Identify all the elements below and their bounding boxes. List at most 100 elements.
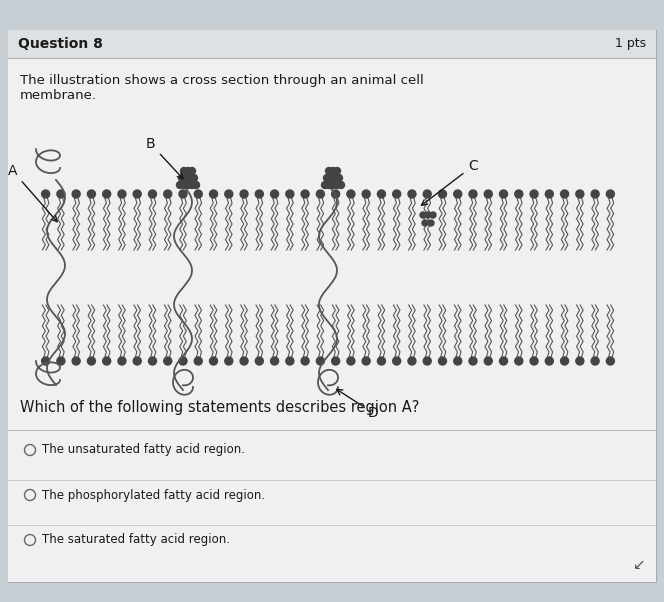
Circle shape <box>256 190 264 198</box>
Circle shape <box>301 357 309 365</box>
Circle shape <box>177 181 183 188</box>
Circle shape <box>347 357 355 365</box>
Circle shape <box>515 190 523 198</box>
FancyBboxPatch shape <box>8 30 656 58</box>
Circle shape <box>469 357 477 365</box>
Circle shape <box>515 357 523 365</box>
Circle shape <box>164 190 172 198</box>
Circle shape <box>454 190 461 198</box>
Circle shape <box>423 357 431 365</box>
Circle shape <box>499 190 507 198</box>
Circle shape <box>335 175 343 181</box>
Circle shape <box>270 357 279 365</box>
Circle shape <box>286 357 294 365</box>
Circle shape <box>195 190 203 198</box>
Circle shape <box>454 357 461 365</box>
Circle shape <box>133 357 141 365</box>
Circle shape <box>183 175 189 181</box>
Circle shape <box>72 357 80 365</box>
Circle shape <box>499 357 507 365</box>
Circle shape <box>347 190 355 198</box>
Circle shape <box>331 357 339 365</box>
Circle shape <box>606 357 614 365</box>
Circle shape <box>191 175 197 181</box>
Circle shape <box>316 357 325 365</box>
Circle shape <box>256 357 264 365</box>
Circle shape <box>327 175 335 181</box>
Text: B: B <box>146 137 183 179</box>
Circle shape <box>329 181 337 188</box>
Circle shape <box>484 190 492 198</box>
Circle shape <box>118 190 126 198</box>
Circle shape <box>149 357 157 365</box>
Circle shape <box>88 190 96 198</box>
Circle shape <box>425 212 431 218</box>
Circle shape <box>133 190 141 198</box>
Circle shape <box>181 181 187 188</box>
Circle shape <box>193 181 199 188</box>
Circle shape <box>362 190 370 198</box>
Circle shape <box>430 212 436 218</box>
Text: ↙: ↙ <box>633 557 646 572</box>
Circle shape <box>42 357 50 365</box>
Text: D: D <box>337 389 378 420</box>
Circle shape <box>181 167 187 175</box>
Circle shape <box>484 357 492 365</box>
Text: A: A <box>8 164 57 222</box>
Circle shape <box>337 181 345 188</box>
Circle shape <box>240 190 248 198</box>
Circle shape <box>606 190 614 198</box>
Circle shape <box>189 167 195 175</box>
Circle shape <box>164 357 172 365</box>
Circle shape <box>286 190 294 198</box>
Circle shape <box>185 167 191 175</box>
Circle shape <box>545 190 553 198</box>
Circle shape <box>325 167 333 175</box>
Circle shape <box>179 357 187 365</box>
Circle shape <box>422 220 428 226</box>
Circle shape <box>325 181 333 188</box>
Text: The phosphorylated fatty acid region.: The phosphorylated fatty acid region. <box>42 488 265 501</box>
Circle shape <box>42 190 50 198</box>
FancyBboxPatch shape <box>8 58 656 582</box>
Circle shape <box>530 190 538 198</box>
Circle shape <box>576 190 584 198</box>
Text: The saturated fatty acid region.: The saturated fatty acid region. <box>42 533 230 547</box>
Circle shape <box>149 190 157 198</box>
Text: C: C <box>422 159 478 205</box>
Circle shape <box>333 167 341 175</box>
Circle shape <box>195 357 203 365</box>
Circle shape <box>189 181 195 188</box>
Circle shape <box>408 357 416 365</box>
Circle shape <box>377 357 385 365</box>
Circle shape <box>377 190 385 198</box>
Circle shape <box>560 190 568 198</box>
Circle shape <box>57 190 65 198</box>
Circle shape <box>316 190 325 198</box>
Circle shape <box>187 175 193 181</box>
Circle shape <box>331 190 339 198</box>
Circle shape <box>408 190 416 198</box>
Circle shape <box>103 190 111 198</box>
FancyBboxPatch shape <box>8 30 656 582</box>
Circle shape <box>591 190 599 198</box>
Circle shape <box>185 181 191 188</box>
Text: The illustration shows a cross section through an animal cell: The illustration shows a cross section t… <box>20 74 424 87</box>
Circle shape <box>72 190 80 198</box>
Circle shape <box>118 357 126 365</box>
Circle shape <box>392 190 400 198</box>
Circle shape <box>225 357 233 365</box>
Circle shape <box>560 357 568 365</box>
Circle shape <box>240 357 248 365</box>
Circle shape <box>545 357 553 365</box>
Circle shape <box>333 181 341 188</box>
Circle shape <box>438 357 446 365</box>
Circle shape <box>469 190 477 198</box>
Text: Question 8: Question 8 <box>18 37 103 51</box>
Circle shape <box>392 357 400 365</box>
Circle shape <box>210 190 218 198</box>
Circle shape <box>362 357 370 365</box>
Circle shape <box>423 190 431 198</box>
Circle shape <box>270 190 279 198</box>
Circle shape <box>420 212 426 218</box>
